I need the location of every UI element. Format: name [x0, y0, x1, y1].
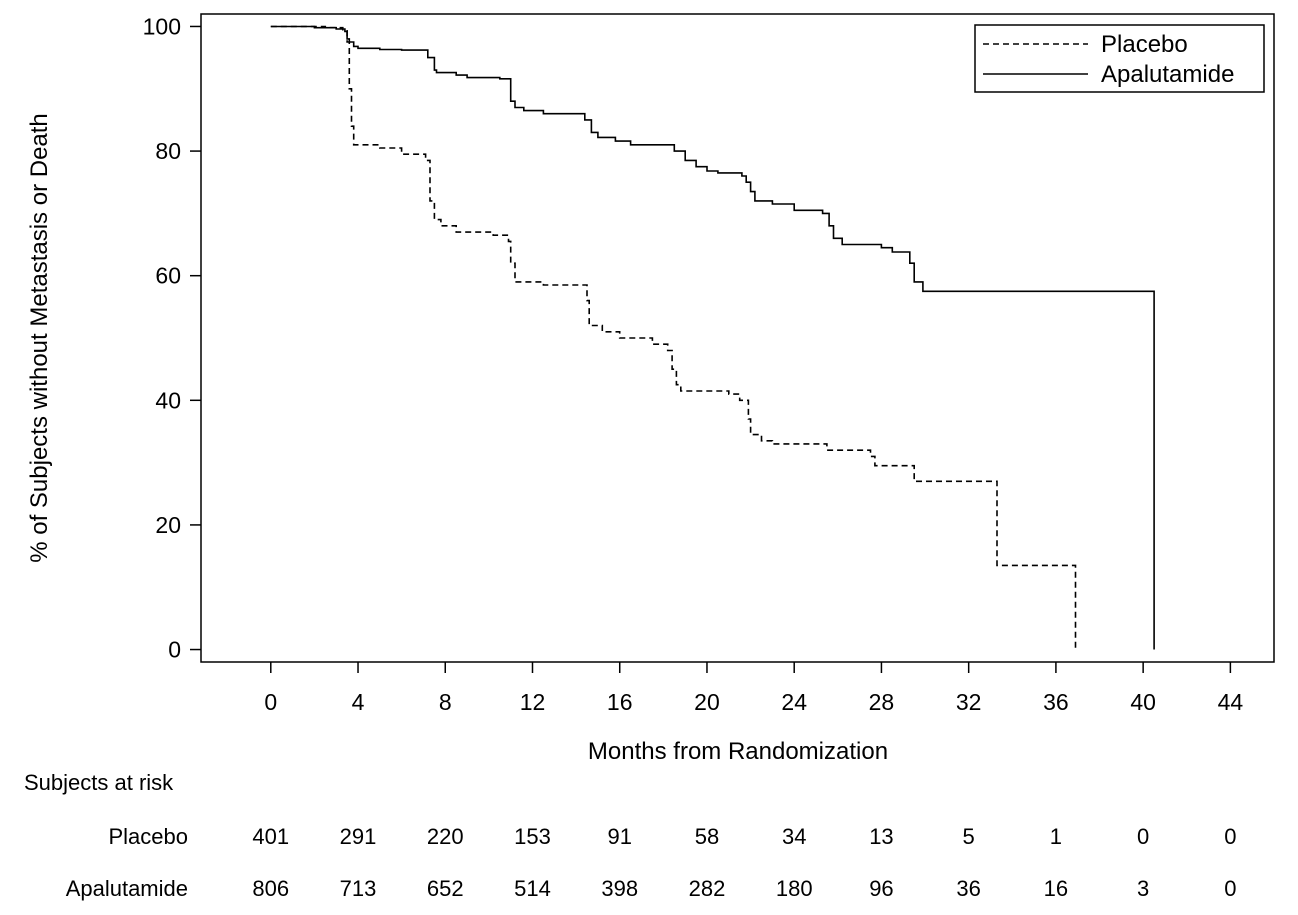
risk-value-placebo-20: 58 [695, 824, 719, 849]
risk-value-apalutamide-16: 398 [601, 876, 638, 901]
risk-value-placebo-12: 153 [514, 824, 551, 849]
x-tick-label-4: 4 [352, 689, 365, 715]
legend-box [974, 24, 1265, 93]
x-tick-label-20: 20 [694, 689, 720, 715]
x-tick-label-16: 16 [607, 689, 633, 715]
risk-value-apalutamide-40: 3 [1137, 876, 1149, 901]
legend-label-placebo: Placebo [1101, 31, 1188, 58]
risk-row-label-apalutamide: Apalutamide [66, 876, 188, 901]
y-tick-label-100: 100 [143, 13, 181, 39]
risk-table-title: Subjects at risk [24, 770, 174, 795]
risk-value-apalutamide-24: 180 [776, 876, 813, 901]
risk-value-placebo-0: 401 [252, 824, 289, 849]
risk-table: Subjects at risk Placebo Apalutamide 401… [24, 770, 1237, 901]
risk-value-apalutamide-32: 36 [956, 876, 980, 901]
x-axis: 0 4 8 12 16 20 24 28 32 36 40 44 [264, 662, 1243, 715]
plot-frame [200, 13, 1275, 663]
legend: Placebo Apalutamide [974, 24, 1265, 93]
y-tick-label-40: 40 [155, 387, 181, 413]
y-axis: 0 20 40 60 80 100 [143, 13, 201, 663]
series-placebo-curve [270, 25, 1077, 650]
x-axis-title: Months from Randomization [588, 738, 888, 765]
risk-value-apalutamide-28: 96 [869, 876, 893, 901]
x-tick-label-24: 24 [781, 689, 807, 715]
risk-value-placebo-8: 220 [427, 824, 464, 849]
risk-value-apalutamide-36: 16 [1044, 876, 1068, 901]
y-tick-label-60: 60 [155, 263, 181, 289]
risk-value-placebo-16: 91 [607, 824, 631, 849]
risk-value-apalutamide-20: 282 [689, 876, 726, 901]
risk-row-label-placebo: Placebo [108, 824, 188, 849]
x-tick-label-44: 44 [1218, 689, 1244, 715]
x-tick-label-32: 32 [956, 689, 982, 715]
risk-value-apalutamide-12: 514 [514, 876, 551, 901]
y-axis-title: % of Subjects without Metastasis or Deat… [26, 113, 53, 563]
risk-value-placebo-32: 5 [963, 824, 975, 849]
risk-value-placebo-28: 13 [869, 824, 893, 849]
risk-value-apalutamide-0: 806 [252, 876, 289, 901]
legend-label-apalutamide: Apalutamide [1101, 61, 1234, 88]
x-tick-label-36: 36 [1043, 689, 1069, 715]
y-tick-label-0: 0 [168, 637, 181, 663]
risk-value-placebo-40: 0 [1137, 824, 1149, 849]
series-layer [270, 25, 1155, 650]
risk-values: 401 291 220 153 91 58 34 13 5 1 0 0 806 713 652 514 398 2… [252, 824, 1236, 901]
risk-value-placebo-4: 291 [340, 824, 377, 849]
x-tick-label-12: 12 [520, 689, 546, 715]
y-tick-label-80: 80 [155, 138, 181, 164]
risk-value-placebo-36: 1 [1050, 824, 1062, 849]
risk-value-apalutamide-4: 713 [340, 876, 377, 901]
risk-value-apalutamide-44: 0 [1224, 876, 1236, 901]
series-apalutamide-curve [270, 25, 1155, 650]
x-tick-label-28: 28 [869, 689, 895, 715]
y-tick-label-20: 20 [155, 512, 181, 538]
risk-value-placebo-44: 0 [1224, 824, 1236, 849]
x-tick-label-8: 8 [439, 689, 452, 715]
x-tick-label-0: 0 [264, 689, 277, 715]
risk-value-placebo-24: 34 [782, 824, 806, 849]
risk-value-apalutamide-8: 652 [427, 876, 464, 901]
x-tick-label-40: 40 [1130, 689, 1156, 715]
